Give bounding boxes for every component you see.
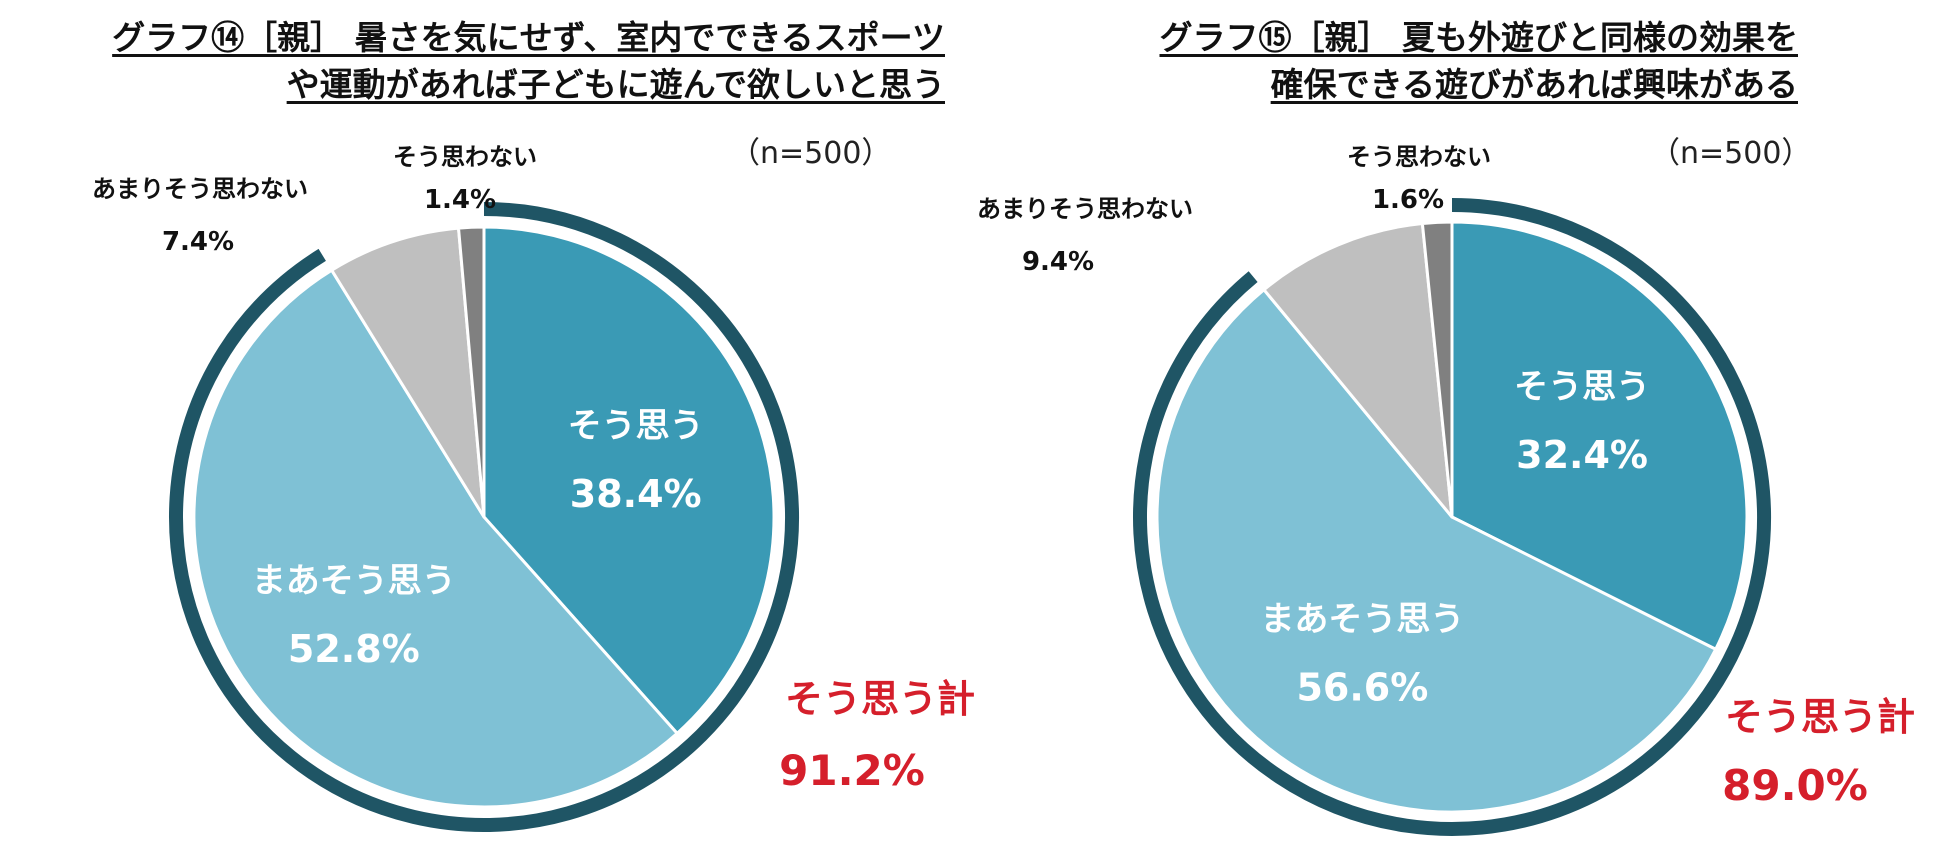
slice-value: 1.4% [424, 185, 496, 215]
slice-label: まあそう思う [1260, 599, 1464, 639]
slice-label: まあそう思う [252, 561, 456, 601]
chart-title-line-2: 確保できる遊びがあれば興味がある [1270, 65, 1798, 104]
chart-title-line-1: グラフ⑮［親］ 夏も外遊びと同様の効果を [1159, 18, 1799, 57]
slice-label: あまりそう思わない [977, 195, 1193, 223]
chart-panel-14: グラフ⑭［親］ 暑さを気にせず、室内でできるスポーツ や運動があれば子どもに遊ん… [92, 14, 975, 832]
total-value: 91.2% [779, 746, 925, 795]
slice-label: そう思わない [1347, 143, 1491, 171]
total-label: そう思う計 [1725, 695, 1915, 739]
slice-value: 7.4% [162, 227, 234, 257]
slice-label: そう思わない [393, 143, 537, 171]
pie-chart-15: あまりそう思わない 9.4% そう思わない 1.6% そう思う計 89.0% そ… [977, 143, 1915, 836]
slice-value: 1.6% [1372, 185, 1444, 215]
slice-value: 9.4% [1022, 247, 1094, 277]
total-value: 89.0% [1722, 761, 1868, 810]
total-label: そう思う計 [785, 677, 975, 721]
slice-label: そう思う [1514, 367, 1650, 407]
sample-size: （n=500） [730, 136, 892, 171]
pie-slice-4 [1420, 220, 1454, 519]
chart-title-line-1: グラフ⑭［親］ 暑さを気にせず、室内でできるスポーツ [112, 18, 945, 57]
pie-chart-14: あまりそう思わない 7.4% そう思わない 1.4% そう思う計 91.2% そ… [92, 143, 975, 832]
total-ring [1133, 198, 1771, 836]
slice-value: 52.8% [288, 627, 420, 671]
chart-panel-15: グラフ⑮［親］ 夏も外遊びと同様の効果を 確保できる遊びがあれば興味がある （n… [975, 0, 1950, 846]
slice-value: 32.4% [1516, 433, 1648, 477]
sample-size: （n=500） [1650, 136, 1812, 171]
chart-title-line-2: や運動があれば子どもに遊んで欲しいと思う [286, 65, 945, 104]
slice-label: あまりそう思わない [92, 175, 308, 203]
chart-title: グラフ⑭［親］ 暑さを気にせず、室内でできるスポーツ や運動があれば子どもに遊ん… [112, 14, 945, 108]
slice-value: 56.6% [1296, 665, 1428, 709]
pie-slice-2 [192, 268, 679, 809]
pie-slice-1 [1450, 220, 1749, 651]
total-ring [169, 202, 799, 832]
pie-slice-2 [1155, 288, 1718, 814]
pie-slice-1 [482, 225, 776, 735]
slice-value: 38.4% [570, 472, 702, 516]
pie-slice-3 [330, 226, 486, 519]
slice-label: そう思う [568, 406, 704, 446]
chart-title: グラフ⑮［親］ 夏も外遊びと同様の効果を 確保できる遊びがあれば興味がある [1160, 14, 1799, 108]
pie-slice-3 [1262, 221, 1454, 519]
pie-slice-4 [457, 225, 486, 519]
